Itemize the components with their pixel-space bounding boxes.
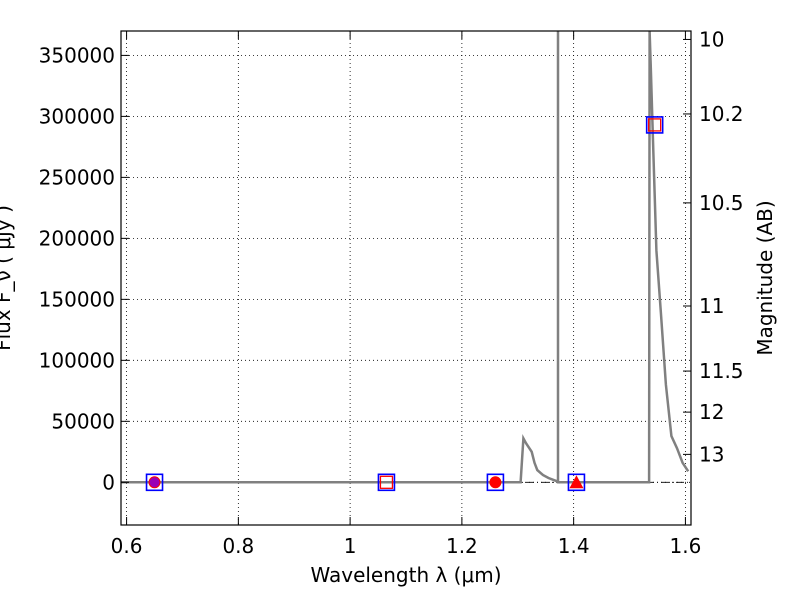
x-tick-label: 1.2 bbox=[446, 534, 478, 558]
observed-marker bbox=[379, 475, 394, 489]
right-tick-label: 13 bbox=[699, 442, 724, 466]
y-tick-label: 200000 bbox=[39, 226, 115, 250]
detection-marker bbox=[489, 476, 502, 489]
x-tick-label: 1 bbox=[344, 534, 357, 558]
overlap-marker bbox=[149, 477, 160, 488]
right-tick-label: 12 bbox=[699, 400, 724, 424]
model-photometry-marker bbox=[567, 473, 586, 492]
y-axis-label: Flux F_ν ( μJy ) bbox=[0, 205, 15, 351]
right-tick-label: 10.2 bbox=[699, 102, 744, 126]
right-tick-label: 10 bbox=[699, 27, 724, 51]
right-tick-label: 11.5 bbox=[699, 359, 744, 383]
x-tick-label: 1.6 bbox=[670, 534, 702, 558]
model-curve bbox=[121, 31, 690, 484]
x-tick-label: 0.6 bbox=[111, 534, 143, 558]
y-tick-label: 350000 bbox=[39, 43, 115, 67]
upper-limit-marker bbox=[569, 475, 584, 489]
axis-ticks: 0.6 0.8 1 1.2 1.4 1.6 0 50000 100000 150000 200000… bbox=[39, 27, 744, 558]
right-axis-label: Magnitude (AB) bbox=[753, 200, 777, 355]
right-tick-label: 10.5 bbox=[699, 191, 744, 215]
observed-marker bbox=[648, 118, 662, 132]
right-tick-label: 11 bbox=[699, 294, 724, 318]
y-tick-label: 300000 bbox=[39, 104, 115, 128]
model-photometry-marker bbox=[145, 473, 164, 492]
model-photometry-marker bbox=[645, 116, 664, 134]
y-tick-label: 150000 bbox=[39, 287, 115, 311]
axis-labels: Wavelength λ (μm) Flux F_ν ( μJy ) Magni… bbox=[0, 200, 777, 587]
x-tick-label: 0.8 bbox=[222, 534, 254, 558]
plot-frame bbox=[120, 30, 692, 526]
x-tick-label: 1.4 bbox=[558, 534, 590, 558]
x-axis-label: Wavelength λ (μm) bbox=[310, 563, 501, 587]
plot-area bbox=[121, 31, 691, 492]
y-tick-label: 250000 bbox=[39, 165, 115, 189]
model-photometry-marker bbox=[377, 473, 396, 492]
y-tick-label: 100000 bbox=[39, 348, 115, 372]
y-tick-label: 0 bbox=[102, 470, 115, 494]
model-photometry-marker bbox=[486, 473, 505, 492]
y-tick-label: 50000 bbox=[51, 409, 115, 433]
